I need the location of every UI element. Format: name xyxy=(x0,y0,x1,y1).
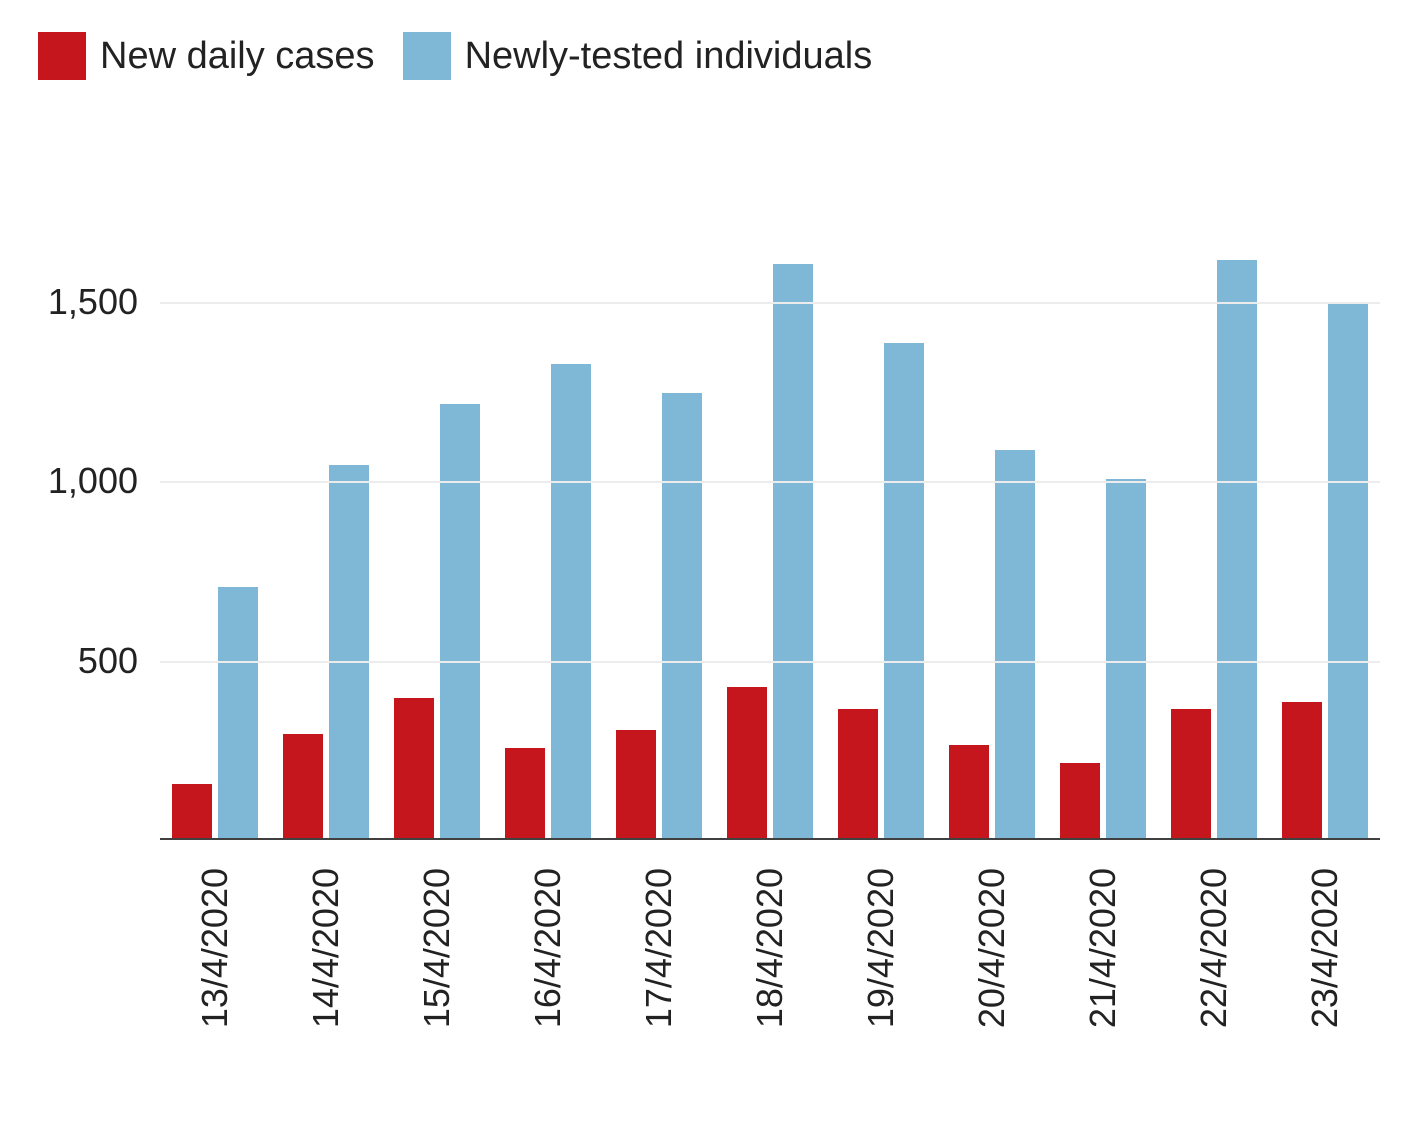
bar-group xyxy=(271,230,382,838)
y-tick-label: 500 xyxy=(78,640,138,682)
bar xyxy=(1282,702,1322,838)
bar-group xyxy=(1269,230,1380,838)
y-tick-label: 1,500 xyxy=(48,281,138,323)
x-label-slot: 22/4/2020 xyxy=(1158,868,1269,1028)
bar xyxy=(283,734,323,838)
bar xyxy=(1328,303,1368,838)
x-tick-label: 16/4/2020 xyxy=(527,868,569,1028)
bar xyxy=(394,698,434,838)
bar xyxy=(616,730,656,838)
legend: New daily cases Newly-tested individuals xyxy=(20,20,1400,88)
bar xyxy=(773,264,813,838)
bar-group xyxy=(160,230,271,838)
gridline xyxy=(160,661,1380,663)
legend-swatch xyxy=(38,32,86,80)
legend-label: Newly-tested individuals xyxy=(465,35,873,78)
x-tick-label: 13/4/2020 xyxy=(194,868,236,1028)
bar xyxy=(1060,763,1100,838)
bar-group xyxy=(715,230,826,838)
gridline xyxy=(160,302,1380,304)
x-label-slot: 18/4/2020 xyxy=(715,868,826,1028)
bar xyxy=(662,393,702,838)
x-label-slot: 19/4/2020 xyxy=(825,868,936,1028)
x-label-slot: 14/4/2020 xyxy=(271,868,382,1028)
x-tick-label: 18/4/2020 xyxy=(749,868,791,1028)
x-label-slot: 13/4/2020 xyxy=(160,868,271,1028)
bar-group xyxy=(382,230,493,838)
bar xyxy=(884,343,924,838)
x-label-slot: 23/4/2020 xyxy=(1269,868,1380,1028)
legend-label: New daily cases xyxy=(100,35,375,78)
plot-area: 5001,0001,500 xyxy=(160,230,1380,840)
x-label-slot: 21/4/2020 xyxy=(1047,868,1158,1028)
x-tick-label: 23/4/2020 xyxy=(1304,868,1346,1028)
bar xyxy=(727,687,767,838)
x-label-slot: 17/4/2020 xyxy=(604,868,715,1028)
bar-group xyxy=(604,230,715,838)
bar-chart: New daily cases Newly-tested individuals… xyxy=(20,20,1400,1104)
bar xyxy=(995,450,1035,838)
bar xyxy=(1171,709,1211,838)
x-tick-label: 14/4/2020 xyxy=(305,868,347,1028)
bar-group xyxy=(936,230,1047,838)
bar xyxy=(1106,479,1146,838)
bar xyxy=(551,364,591,838)
bar xyxy=(1217,260,1257,838)
bar xyxy=(329,465,369,838)
x-tick-label: 15/4/2020 xyxy=(416,868,458,1028)
x-label-slot: 16/4/2020 xyxy=(493,868,604,1028)
bar-group xyxy=(1158,230,1269,838)
bar xyxy=(218,587,258,838)
x-axis-labels: 13/4/2020 14/4/2020 15/4/2020 16/4/2020 17/4… xyxy=(160,868,1380,1028)
legend-item: New daily cases xyxy=(38,32,375,80)
x-label-slot: 20/4/2020 xyxy=(936,868,1047,1028)
bar xyxy=(838,709,878,838)
y-tick-label: 1,000 xyxy=(48,460,138,502)
x-tick-label: 21/4/2020 xyxy=(1082,868,1124,1028)
legend-item: Newly-tested individuals xyxy=(403,32,873,80)
x-tick-label: 22/4/2020 xyxy=(1193,868,1235,1028)
bar xyxy=(505,748,545,838)
bar-group xyxy=(493,230,604,838)
x-tick-label: 19/4/2020 xyxy=(860,868,902,1028)
x-tick-label: 20/4/2020 xyxy=(971,868,1013,1028)
x-tick-label: 17/4/2020 xyxy=(638,868,680,1028)
bar xyxy=(949,745,989,838)
bar xyxy=(440,404,480,838)
x-label-slot: 15/4/2020 xyxy=(382,868,493,1028)
bar-group xyxy=(825,230,936,838)
bar xyxy=(172,784,212,838)
bar-group xyxy=(1047,230,1158,838)
bar-groups xyxy=(160,230,1380,838)
legend-swatch xyxy=(403,32,451,80)
gridline xyxy=(160,481,1380,483)
